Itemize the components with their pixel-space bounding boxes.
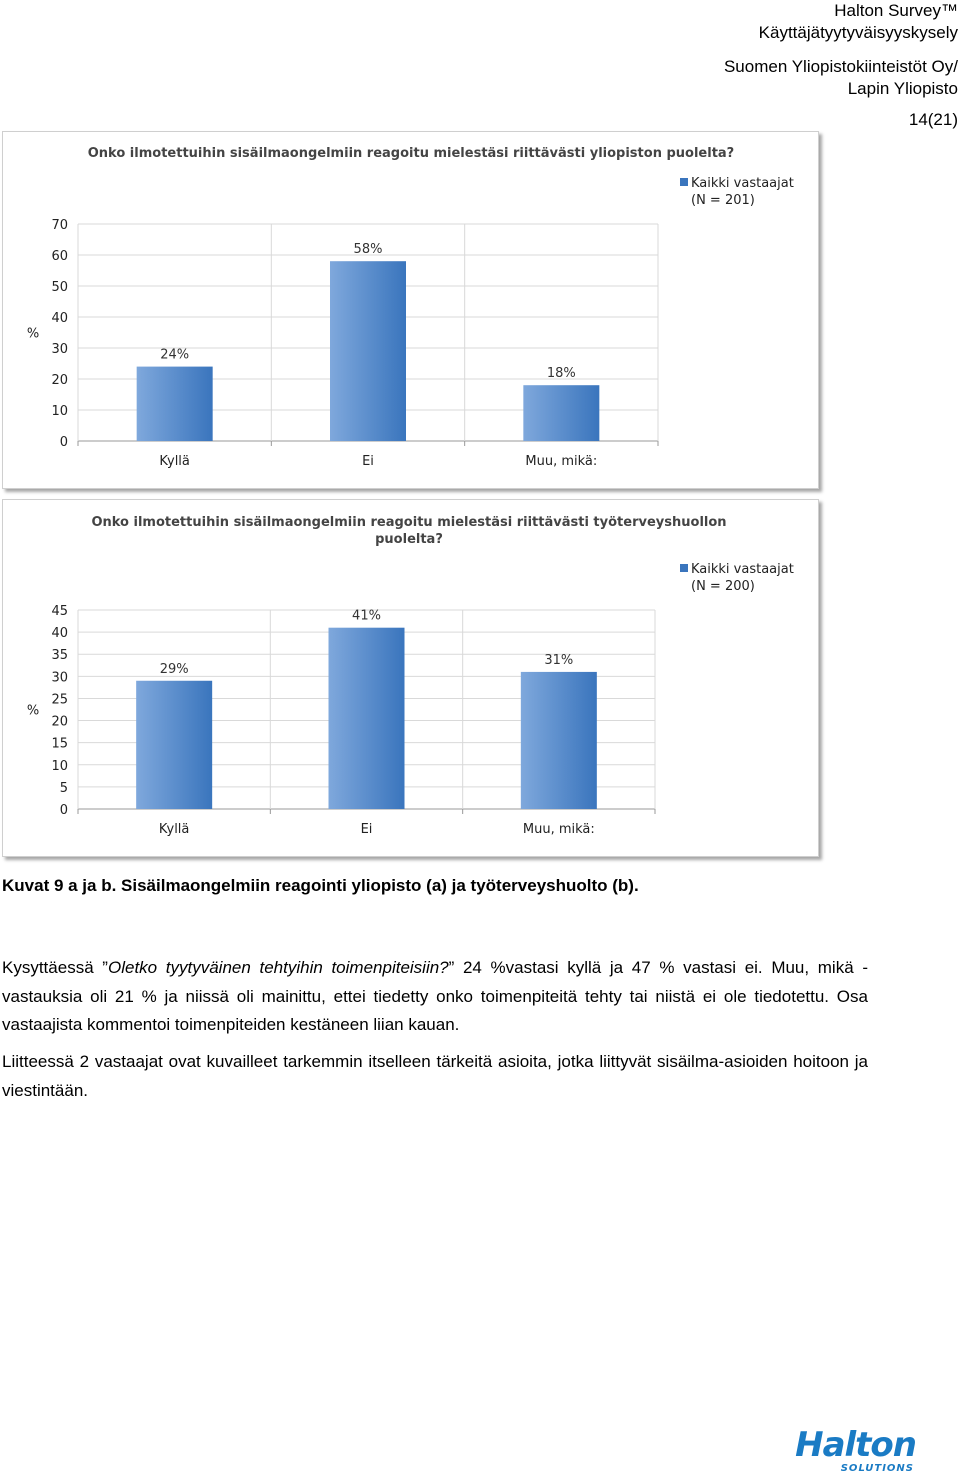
legend-label-n: (N = 200): [691, 579, 755, 594]
y-tick-label: 0: [60, 435, 68, 450]
data-label: 24%: [160, 348, 189, 363]
y-tick-label: 40: [51, 626, 68, 641]
header-unit: Lapin Yliopisto: [847, 79, 958, 98]
y-tick-label: 25: [51, 692, 68, 707]
y-tick-label: 10: [51, 759, 68, 774]
y-tick-label: 35: [51, 648, 68, 663]
halton-logo: Halton SOLUTIONS: [786, 1425, 936, 1475]
y-tick-label: 60: [51, 249, 68, 264]
document-header: Halton Survey™ Käyttäjätyytyväisyyskysel…: [724, 0, 958, 100]
header-client: Suomen Yliopistokiinteistöt Oy/: [723, 57, 958, 76]
figure-caption: Kuvat 9 a ja b. Sisäilmaongelmiin reagoi…: [2, 876, 639, 895]
paragraph-2: Liitteessä 2 vastaajat ovat kuvailleet t…: [2, 1052, 868, 1100]
paragraph-1-question: Oletko tyytyväinen tehtyihin toimenpitei…: [107, 958, 449, 977]
category-label: Muu, mikä:: [523, 822, 595, 837]
bar: [136, 366, 213, 441]
bar: [523, 385, 600, 441]
category-label: Kyllä: [159, 454, 189, 469]
y-tick-label: 20: [51, 715, 68, 730]
legend-swatch: [680, 564, 688, 572]
category-label: Kyllä: [159, 822, 189, 837]
logo-tagline: SOLUTIONS: [840, 1463, 914, 1474]
legend-swatch: [680, 178, 688, 186]
bar: [328, 627, 405, 809]
header-survey-name: Käyttäjätyytyväisyyskysely: [758, 23, 958, 42]
data-label: 29%: [160, 662, 189, 677]
data-label: 41%: [352, 609, 381, 624]
y-tick-label: 15: [51, 737, 68, 752]
paragraph-1-rest: ” 24 %vastasi kyllä ja 47 % vastasi ei. …: [2, 958, 868, 1034]
y-tick-label: 45: [51, 604, 68, 619]
chart-title: puolelta?: [375, 532, 443, 547]
data-label: 18%: [547, 366, 576, 381]
chart-a: Onko ilmotettuihin sisäilmaongelmiin rea…: [2, 131, 819, 489]
page-number: 14(21): [908, 110, 958, 129]
data-label: 58%: [354, 242, 383, 257]
category-label: Muu, mikä:: [525, 454, 597, 469]
category-label: Ei: [362, 454, 374, 469]
legend-label-n: (N = 201): [691, 193, 755, 208]
y-axis-label: %: [27, 704, 39, 719]
bar: [330, 261, 406, 441]
bar: [136, 680, 213, 809]
chart-b-svg: Onko ilmotettuihin sisäilmaongelmiin rea…: [27, 515, 794, 837]
legend-label: Kaikki vastaajat: [691, 176, 794, 191]
y-tick-label: 30: [51, 670, 68, 685]
paragraph-1-lead: Kysyttäessä ”: [2, 958, 108, 977]
y-axis-label: %: [27, 327, 39, 342]
logo-brand: Halton: [795, 1425, 917, 1465]
y-tick-label: 40: [51, 311, 68, 326]
y-tick-label: 50: [51, 280, 68, 295]
chart-title: Onko ilmotettuihin sisäilmaongelmiin rea…: [88, 146, 734, 161]
chart-b: Onko ilmotettuihin sisäilmaongelmiin rea…: [2, 499, 819, 857]
bar: [520, 671, 597, 809]
chart-title: Onko ilmotettuihin sisäilmaongelmiin rea…: [91, 515, 726, 530]
y-tick-label: 5: [60, 781, 68, 796]
y-tick-label: 30: [51, 342, 68, 357]
y-tick-label: 10: [51, 404, 68, 419]
paragraph-1: Kysyttäessä ”Oletko tyytyväinen tehtyihi…: [2, 954, 868, 1040]
y-tick-label: 70: [51, 218, 68, 233]
category-label: Ei: [361, 822, 373, 837]
chart-a-svg: Onko ilmotettuihin sisäilmaongelmiin rea…: [27, 146, 794, 469]
y-tick-label: 0: [60, 803, 68, 818]
data-label: 31%: [544, 653, 573, 668]
header-product: Halton Survey™: [834, 1, 958, 20]
legend-label: Kaikki vastaajat: [691, 562, 794, 577]
y-tick-label: 20: [51, 373, 68, 388]
